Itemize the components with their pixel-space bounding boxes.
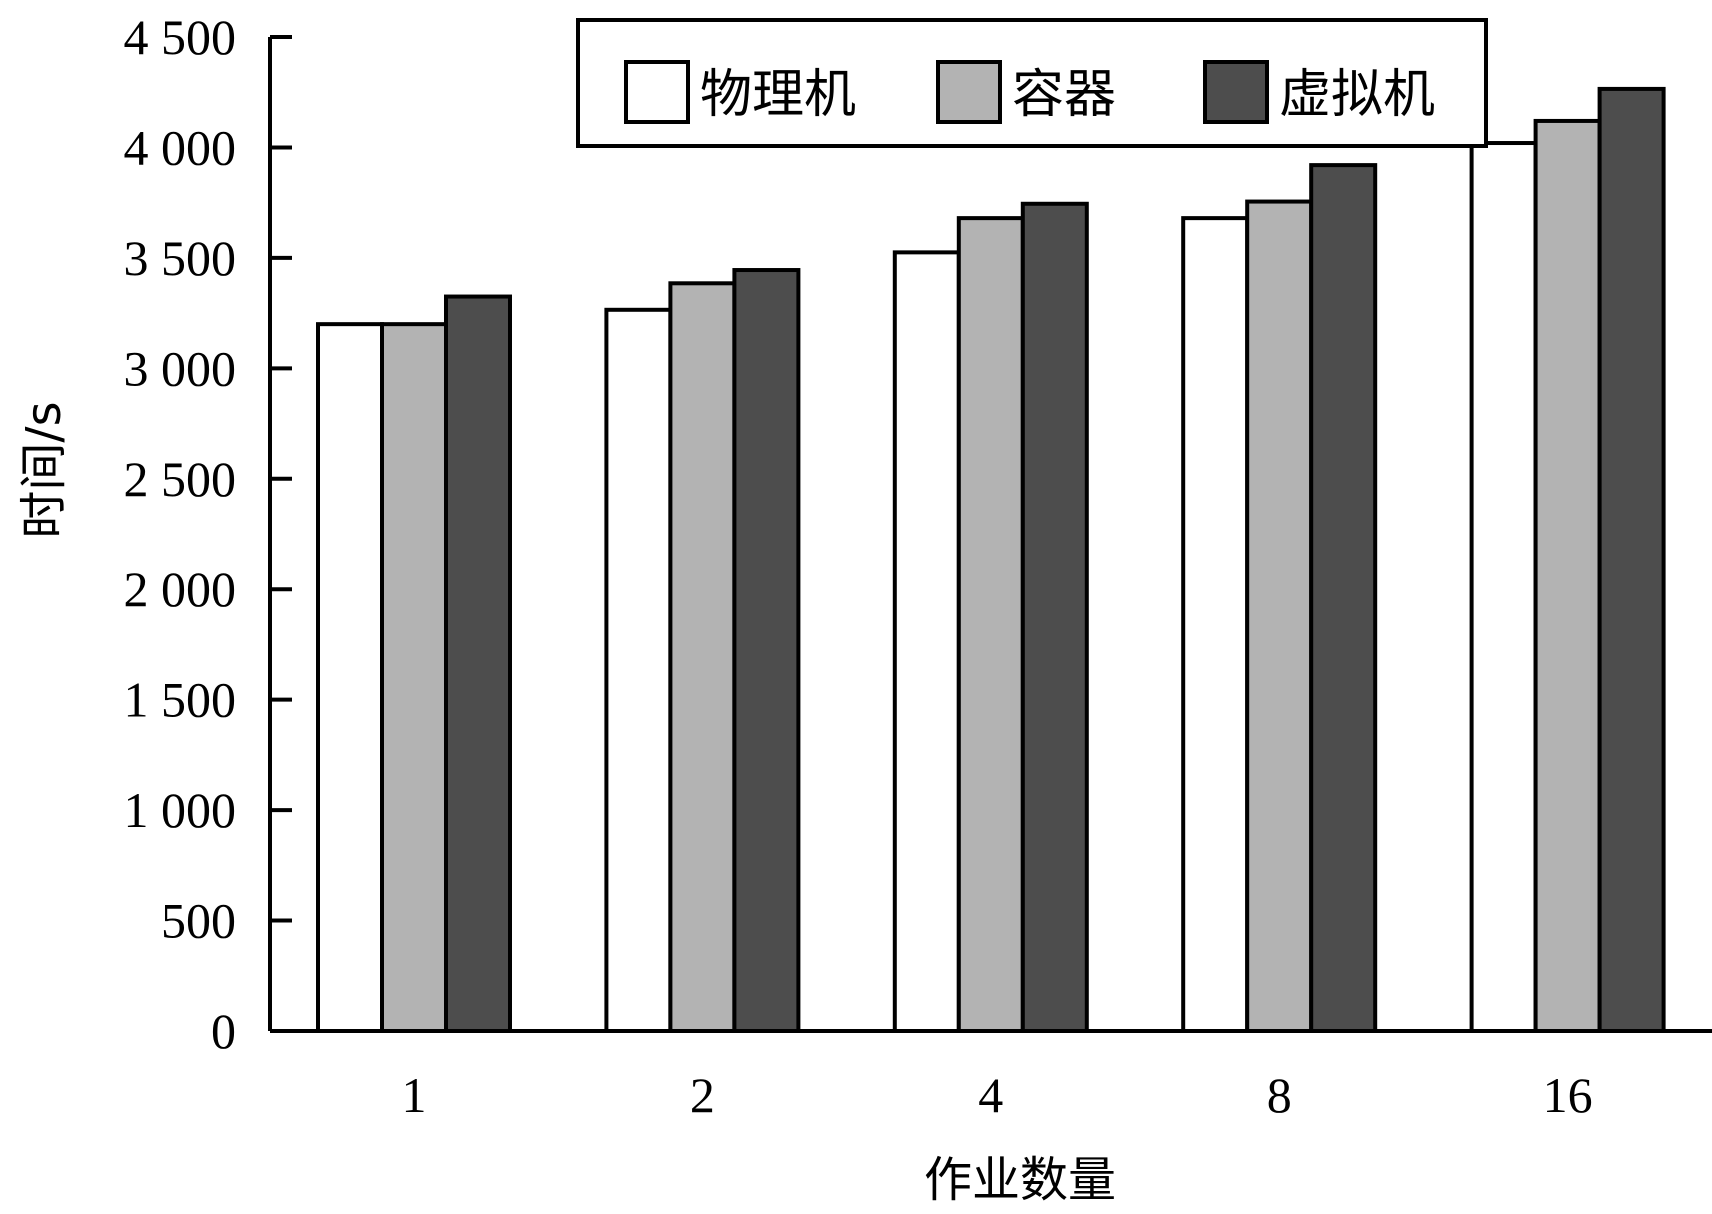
y-tick-label: 1 000 [124,782,237,838]
y-tick-label: 500 [161,893,236,949]
x-tick-label: 2 [690,1067,715,1123]
y-tick-label: 3 000 [124,340,237,396]
bar [892,250,961,1034]
legend-swatch [1203,60,1269,124]
x-tick-label: 16 [1543,1067,1593,1123]
legend-label: 虚拟机 [1279,65,1435,125]
legend-label: 物理机 [700,65,856,125]
legend-box [576,18,1488,148]
y-tick-label: 4 000 [124,119,237,175]
y-ticks-group: 0 500 1 000 1 500 2 000 2 500 3 000 3 500 4 000 4… [124,9,292,1059]
bar [1533,118,1602,1033]
bar [1245,199,1314,1034]
bar [1309,163,1378,1034]
y-tick-label: 0 [211,1003,236,1059]
bar [1469,141,1538,1033]
legend: 物理机 容器 虚拟机 [576,18,1488,148]
legend-swatch [936,60,1002,124]
bar [956,216,1025,1033]
x-ticks-group: 1 2 4 8 16 [402,1067,1593,1123]
bar [668,281,737,1033]
x-tick-label: 4 [978,1067,1003,1123]
bar [732,268,801,1033]
bar [604,307,673,1033]
legend-label: 容器 [1012,65,1116,125]
x-axis-title: 作业数量 [924,1152,1116,1208]
axes-group [268,37,1712,1033]
bars-group [316,86,1666,1034]
bar [1181,216,1250,1033]
y-tick-label: 2 500 [124,451,237,507]
bar [1020,201,1089,1033]
legend-swatch [624,60,690,124]
bar [316,322,384,1033]
y-axis-title: 时间/s [16,401,72,538]
y-tick-label: 2 000 [124,561,237,617]
y-tick-label: 4 500 [124,9,237,65]
bar [380,322,448,1033]
bar [1597,86,1666,1034]
x-tick-label: 1 [402,1067,427,1123]
bar [444,294,512,1033]
x-tick-label: 8 [1267,1067,1292,1123]
y-tick-label: 3 500 [124,230,237,286]
y-tick-label: 1 500 [124,672,237,728]
